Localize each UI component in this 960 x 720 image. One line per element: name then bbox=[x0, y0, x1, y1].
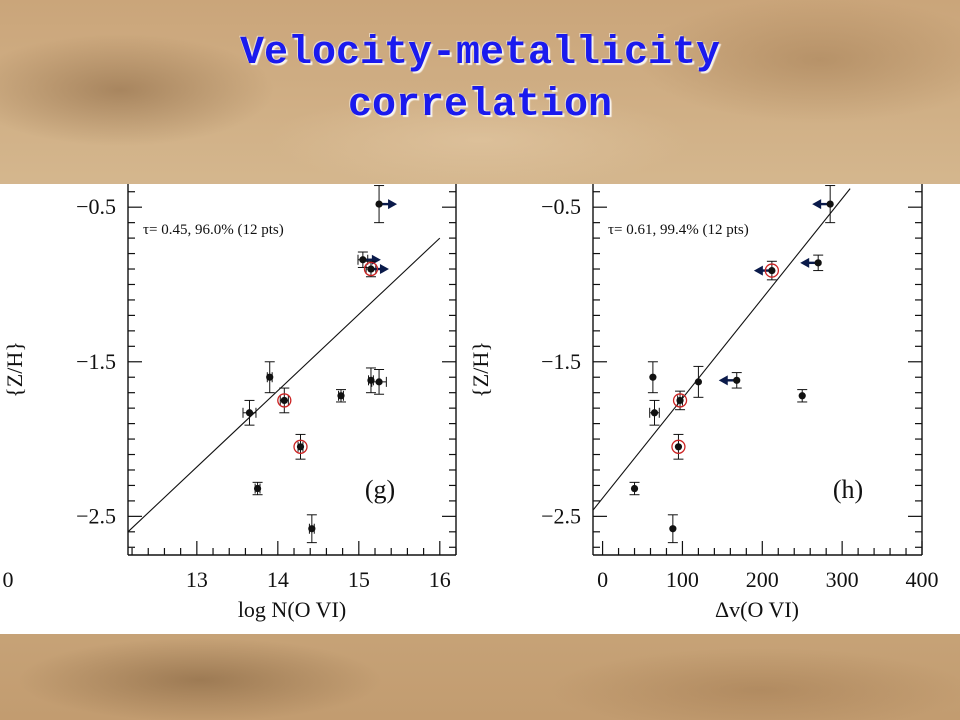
data-marker bbox=[630, 484, 639, 493]
x-tick-label: 400 bbox=[906, 567, 939, 592]
data-point bbox=[264, 361, 275, 394]
data-marker bbox=[367, 376, 375, 384]
data-point bbox=[753, 260, 780, 281]
data-point bbox=[671, 433, 686, 460]
x-tick-label: 100 bbox=[666, 567, 699, 592]
data-point bbox=[363, 260, 389, 278]
limit-arrow-head bbox=[379, 264, 389, 275]
data-marker bbox=[674, 443, 683, 451]
limit-arrow-head bbox=[753, 265, 763, 276]
limit-arrow-head bbox=[388, 199, 398, 210]
limit-arrow-head bbox=[371, 254, 381, 265]
x-tick-label: 200 bbox=[746, 567, 779, 592]
data-point bbox=[672, 390, 688, 411]
data-marker bbox=[649, 373, 657, 381]
data-point bbox=[667, 514, 678, 544]
slide-title-line-1: Velocity-metallicity bbox=[239, 31, 721, 76]
x-tick-label: 13 bbox=[186, 567, 208, 592]
x-tick-label: 14 bbox=[267, 567, 289, 592]
data-point bbox=[306, 514, 317, 544]
data-marker bbox=[768, 266, 776, 275]
data-marker bbox=[733, 376, 741, 384]
data-point bbox=[335, 389, 346, 403]
scatter-figure: −0.5 −1.5 −2.5 13 14 15 16 0 log N(O VI) {Z/H} τ= … bbox=[2, 184, 939, 622]
figure-panel: −0.5 −1.5 −2.5 13 14 15 16 0 log N(O VI) {Z/H} τ= … bbox=[0, 184, 960, 634]
panel-label: (g) bbox=[365, 475, 395, 504]
fit-line bbox=[128, 237, 441, 533]
data-point bbox=[252, 481, 263, 496]
x-tick-label: 15 bbox=[348, 567, 370, 592]
data-point bbox=[293, 433, 308, 460]
panel-label: (h) bbox=[833, 475, 863, 504]
data-point bbox=[649, 399, 660, 426]
data-marker bbox=[375, 378, 383, 386]
data-marker bbox=[814, 259, 822, 267]
data-marker bbox=[253, 484, 262, 493]
data-marker bbox=[694, 378, 703, 386]
highlight-ring bbox=[672, 393, 688, 408]
data-point bbox=[693, 365, 704, 398]
data-point bbox=[629, 481, 640, 496]
data-marker bbox=[826, 200, 834, 208]
data-marker bbox=[296, 443, 305, 451]
x-axis-label: Δv(O VI) bbox=[715, 597, 799, 622]
y-tick-label: −2.5 bbox=[76, 503, 116, 528]
x-tick-label: 16 bbox=[429, 567, 451, 592]
y-tick-label: −1.5 bbox=[76, 349, 116, 374]
tau-annotation: τ= 0.61, 99.4% (12 pts) bbox=[608, 222, 749, 238]
data-marker bbox=[798, 392, 806, 400]
fit-line bbox=[593, 188, 851, 511]
data-marker bbox=[245, 409, 254, 417]
highlight-ring bbox=[363, 261, 379, 277]
data-point bbox=[277, 387, 292, 414]
data-point bbox=[242, 399, 257, 426]
data-marker bbox=[337, 392, 345, 400]
data-marker bbox=[367, 265, 375, 273]
data-marker bbox=[375, 200, 383, 208]
highlight-ring bbox=[671, 439, 686, 454]
y-tick-label: −0.5 bbox=[541, 194, 581, 219]
panel-g: −0.5 −1.5 −2.5 13 14 15 16 0 log N(O VI) {Z/H} τ= … bbox=[2, 184, 457, 622]
data-point bbox=[357, 251, 381, 268]
data-point bbox=[374, 185, 398, 224]
data-marker bbox=[669, 525, 677, 533]
slide-title: Velocity-metallicity correlation bbox=[0, 28, 960, 132]
y-tick-label: −1.5 bbox=[541, 349, 581, 374]
data-marker bbox=[650, 409, 659, 417]
limit-arrow-head bbox=[800, 257, 810, 268]
slide-title-line-2: correlation bbox=[347, 83, 613, 128]
x-tick-label-extra: 0 bbox=[3, 567, 14, 592]
x-tick-label: 0 bbox=[597, 567, 608, 592]
highlight-ring bbox=[293, 439, 308, 454]
data-marker bbox=[308, 525, 316, 533]
x-tick-label: 300 bbox=[826, 567, 859, 592]
data-point bbox=[647, 361, 658, 394]
y-axis-label: {Z/H} bbox=[2, 341, 27, 398]
data-marker bbox=[676, 396, 684, 405]
y-tick-label: −2.5 bbox=[541, 503, 581, 528]
y-tick-label: −0.5 bbox=[76, 194, 116, 219]
data-point bbox=[800, 254, 824, 272]
data-point bbox=[371, 369, 387, 395]
x-axis-label: log N(O VI) bbox=[238, 597, 346, 622]
data-point bbox=[718, 372, 742, 389]
y-axis-label: {Z/H} bbox=[468, 341, 493, 398]
data-point bbox=[365, 367, 376, 394]
limit-arrow-head bbox=[718, 375, 728, 386]
limit-arrow-head bbox=[812, 199, 822, 210]
data-point bbox=[812, 185, 836, 224]
data-marker bbox=[280, 396, 288, 405]
data-marker bbox=[359, 256, 367, 264]
data-marker bbox=[266, 373, 274, 381]
highlight-ring bbox=[277, 393, 292, 408]
tau-annotation: τ= 0.45, 96.0% (12 pts) bbox=[143, 222, 284, 238]
highlight-ring bbox=[764, 263, 780, 278]
data-point bbox=[797, 389, 808, 403]
panel-h: −0.5 −1.5 −2.5 0 100 200 300 400 Δv(O VI) {Z/H} τ=… bbox=[468, 184, 939, 622]
